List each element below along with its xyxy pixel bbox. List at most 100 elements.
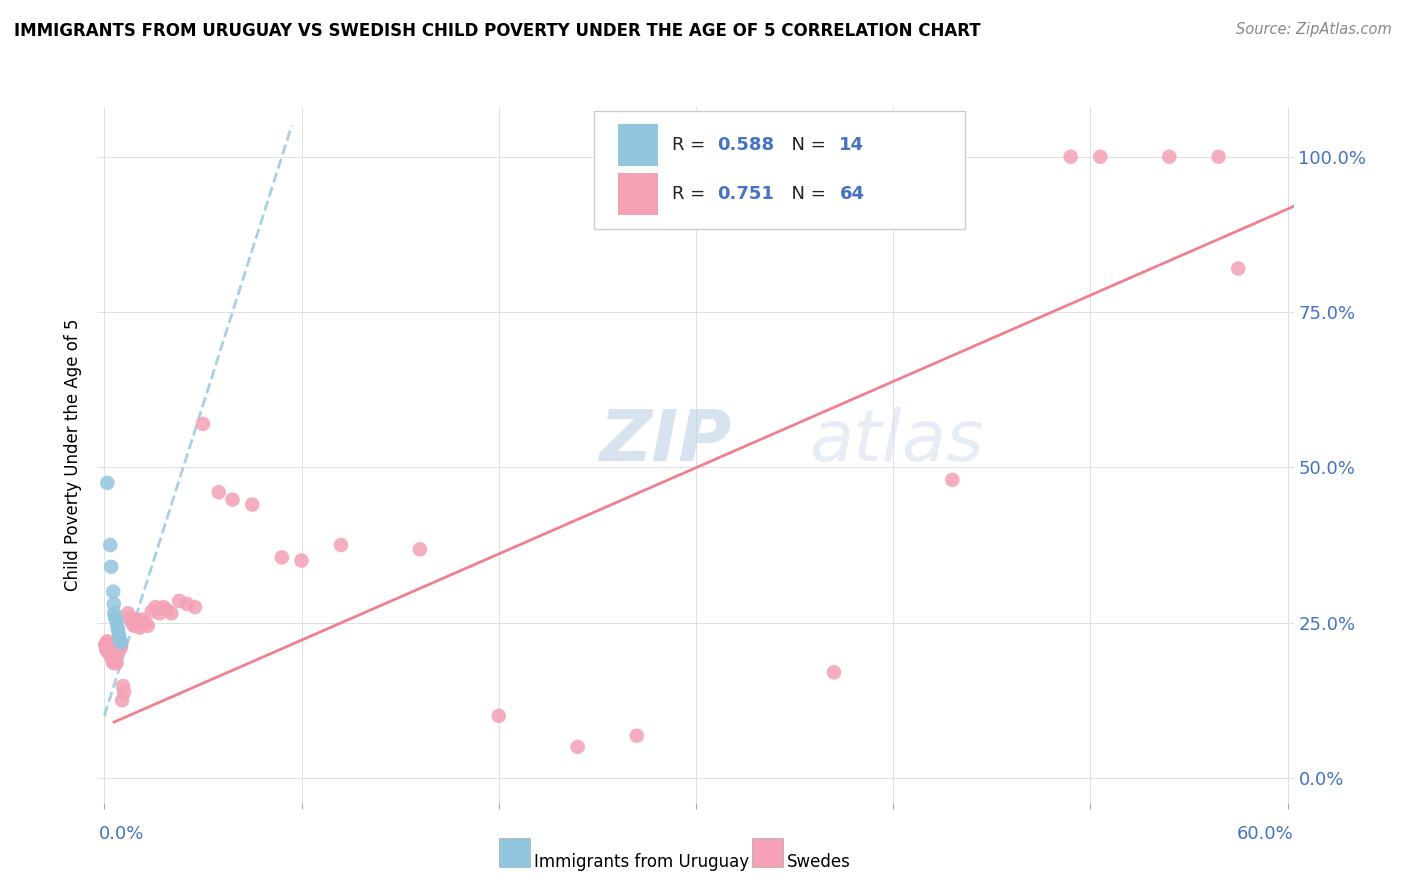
Text: R =: R = — [672, 185, 711, 203]
Point — [94, 639, 117, 653]
Point — [96, 634, 118, 648]
Point — [105, 613, 128, 627]
Point — [941, 473, 963, 487]
Point — [103, 607, 125, 621]
Point — [135, 616, 157, 631]
Text: 0.0%: 0.0% — [98, 825, 143, 843]
Point — [110, 640, 132, 655]
Point — [1208, 150, 1230, 164]
Point — [330, 538, 353, 552]
Point — [101, 649, 124, 664]
Point — [145, 600, 167, 615]
Point — [112, 685, 135, 699]
Point — [107, 643, 129, 657]
FancyBboxPatch shape — [595, 111, 965, 229]
Y-axis label: Child Poverty Under the Age of 5: Child Poverty Under the Age of 5 — [65, 318, 83, 591]
Point — [107, 624, 129, 639]
Point — [112, 679, 135, 693]
Text: N =: N = — [779, 185, 831, 203]
Point — [1227, 261, 1250, 276]
Point — [176, 597, 198, 611]
Point — [626, 729, 648, 743]
Point — [100, 559, 122, 574]
Point — [103, 647, 125, 661]
Text: IMMIGRANTS FROM URUGUAY VS SWEDISH CHILD POVERTY UNDER THE AGE OF 5 CORRELATION : IMMIGRANTS FROM URUGUAY VS SWEDISH CHILD… — [14, 22, 981, 40]
FancyBboxPatch shape — [619, 173, 658, 215]
Point — [118, 610, 141, 624]
Point — [98, 643, 121, 657]
Point — [97, 640, 120, 655]
Point — [131, 613, 153, 627]
Text: R =: R = — [672, 136, 711, 154]
Point — [110, 635, 132, 649]
Point — [125, 613, 148, 627]
Text: ZIP: ZIP — [600, 407, 733, 475]
Text: N =: N = — [779, 136, 831, 154]
Point — [1060, 150, 1083, 164]
Point — [100, 647, 122, 661]
Point — [270, 550, 292, 565]
Point — [409, 542, 432, 557]
Point — [103, 649, 125, 664]
Point — [104, 653, 127, 667]
Text: Source: ZipAtlas.com: Source: ZipAtlas.com — [1236, 22, 1392, 37]
Point — [103, 656, 125, 670]
Point — [567, 739, 589, 754]
Point — [208, 485, 231, 500]
Point — [148, 607, 170, 621]
Point — [103, 597, 125, 611]
Point — [103, 584, 125, 599]
FancyBboxPatch shape — [619, 125, 658, 166]
Text: 60.0%: 60.0% — [1237, 825, 1294, 843]
Point — [101, 647, 124, 661]
Point — [105, 616, 128, 631]
Point — [104, 656, 127, 670]
Point — [107, 622, 129, 636]
Point — [1090, 150, 1112, 164]
Point — [128, 621, 150, 635]
Point — [132, 615, 155, 630]
Point — [240, 498, 263, 512]
Point — [127, 616, 149, 631]
Text: 14: 14 — [839, 136, 865, 154]
Point — [105, 649, 128, 664]
Point — [122, 619, 145, 633]
Point — [290, 553, 312, 567]
Text: 0.751: 0.751 — [717, 185, 775, 203]
Text: Swedes: Swedes — [787, 853, 851, 871]
Point — [1159, 150, 1181, 164]
Point — [136, 619, 159, 633]
Point — [96, 643, 118, 657]
Point — [96, 475, 118, 490]
Text: 64: 64 — [839, 185, 865, 203]
Point — [191, 417, 214, 431]
Text: Immigrants from Uruguay: Immigrants from Uruguay — [534, 853, 749, 871]
Point — [823, 665, 845, 680]
Point — [98, 641, 121, 656]
Point — [105, 656, 128, 670]
Point — [98, 538, 121, 552]
Point — [100, 649, 122, 664]
Text: 0.588: 0.588 — [717, 136, 775, 154]
Point — [117, 607, 139, 621]
Point — [101, 653, 124, 667]
Point — [108, 633, 131, 648]
Point — [108, 635, 131, 649]
Point — [156, 603, 179, 617]
Point — [221, 492, 243, 507]
Point — [97, 643, 120, 657]
Point — [160, 607, 183, 621]
Point — [184, 600, 207, 615]
Point — [488, 708, 510, 723]
Point — [107, 634, 129, 648]
Point — [97, 637, 120, 651]
Point — [98, 647, 121, 661]
Point — [111, 693, 134, 707]
Point — [169, 594, 191, 608]
Point — [121, 615, 143, 630]
Text: atlas: atlas — [810, 407, 984, 475]
Point — [152, 600, 174, 615]
Point — [141, 605, 163, 619]
Point — [94, 637, 117, 651]
Point — [108, 629, 131, 643]
